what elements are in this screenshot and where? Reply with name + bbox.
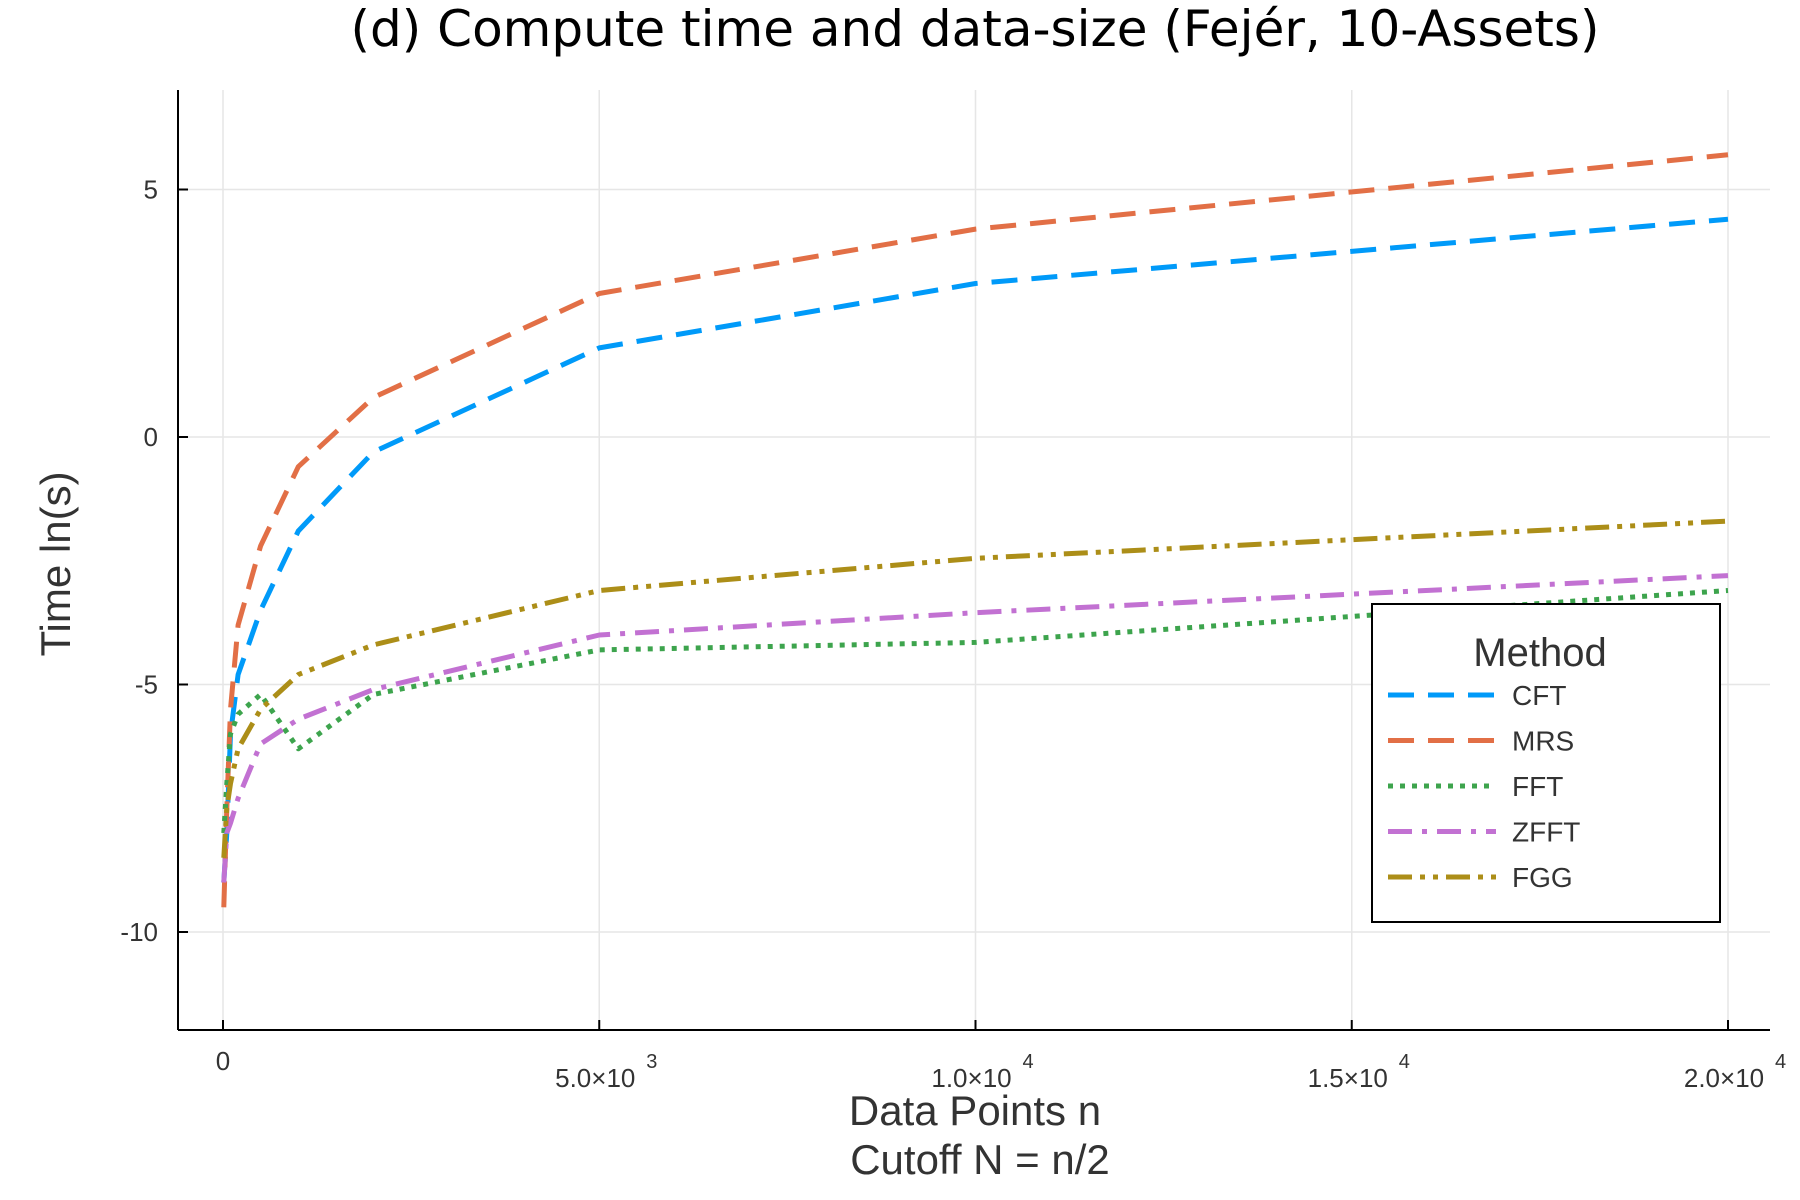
- legend: Method CFT MRS FFT ZFFT FGG: [1371, 603, 1721, 923]
- legend-box: [1371, 603, 1721, 923]
- grid-layer: [178, 90, 1770, 1030]
- x-axis-label-secondary: Cutoff N = n/2: [850, 1136, 1110, 1183]
- axes-layer: [177, 90, 1770, 1031]
- ticks-layer: 0 5.0×10 3 1.0×10 4 1.5×10 4 2.0×10 4 5 0 -5 -10: [120, 175, 1786, 1094]
- legend-label-fft: FFT: [1512, 771, 1563, 802]
- x-tick-exponent: 4: [1399, 1051, 1410, 1073]
- legend-title: Method: [1473, 631, 1606, 675]
- x-tick-label: 2.0×10: [1684, 1063, 1764, 1093]
- x-tick-label: 0: [216, 1046, 230, 1076]
- y-tick-label: -10: [120, 917, 158, 947]
- legend-label-cft: CFT: [1512, 680, 1566, 711]
- series-layer: [221, 152, 1729, 908]
- x-tick-exponent: 4: [1775, 1051, 1786, 1073]
- x-tick-exponent: 3: [646, 1051, 657, 1073]
- y-tick-label: 5: [144, 175, 158, 205]
- legend-items: CFT MRS FFT ZFFT FGG: [1388, 680, 1580, 893]
- x-tick-label: 1.5×10: [1308, 1063, 1388, 1093]
- series-line-mrs: [221, 152, 1729, 908]
- series-line-fgg: [221, 518, 1729, 858]
- series-line-zfft: [221, 573, 1729, 883]
- series-line-fft: [221, 588, 1729, 834]
- legend-label-zfft: ZFFT: [1512, 817, 1580, 848]
- x-tick-label: 5.0×10: [555, 1063, 635, 1093]
- legend-label-fgg: FGG: [1512, 862, 1573, 893]
- x-tick-exponent: 4: [1023, 1051, 1034, 1073]
- y-axis-label: Time ln(s): [32, 471, 79, 656]
- legend-label-mrs: MRS: [1512, 726, 1574, 757]
- chart-title: (d) Compute time and data-size (Fejér, 1…: [351, 0, 1600, 58]
- y-tick-label: -5: [135, 670, 158, 700]
- x-axis-label: Data Points n: [849, 1087, 1101, 1134]
- y-tick-label: 0: [144, 422, 158, 452]
- x-tick-label: 1.0×10: [931, 1063, 1011, 1093]
